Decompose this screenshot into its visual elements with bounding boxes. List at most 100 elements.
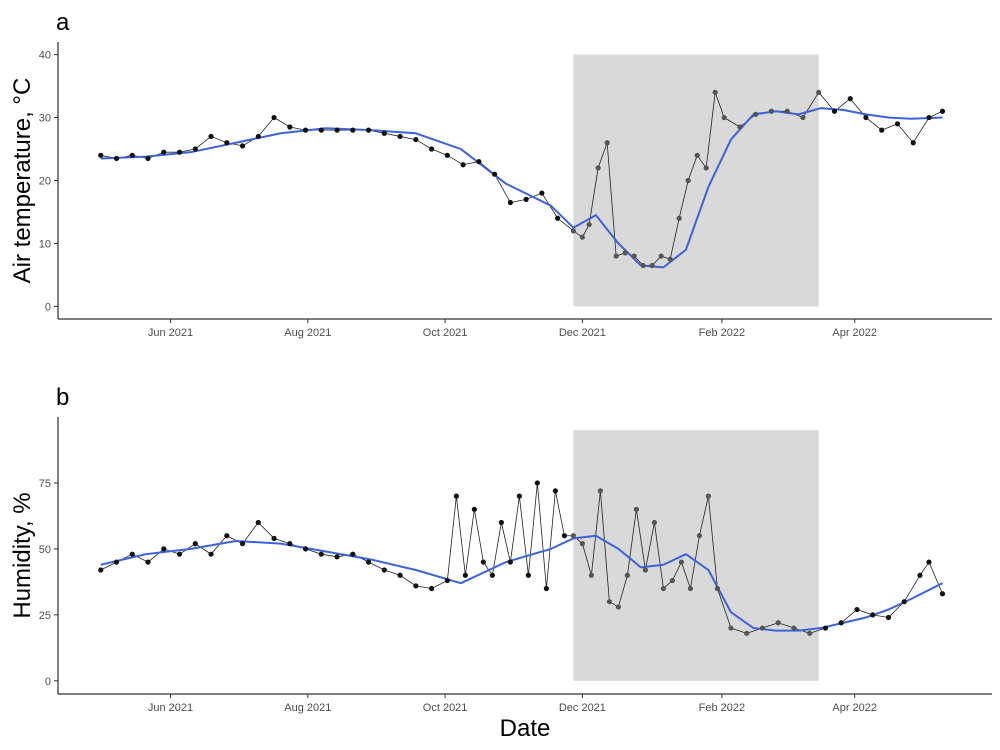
observed-point: [555, 215, 561, 221]
observed-point: [615, 604, 622, 610]
series-layer: [98, 89, 946, 269]
observed-point: [753, 111, 759, 117]
observed-point: [879, 127, 885, 133]
observed-point: [561, 533, 567, 539]
x-tick-label: Oct 2021: [423, 327, 468, 339]
y-tick-label: 0: [45, 676, 51, 688]
x-tick-label: Jun 2021: [148, 702, 193, 714]
observed-point: [429, 146, 435, 152]
observed-point: [350, 127, 356, 133]
observed-point: [453, 493, 459, 499]
observed-point: [525, 572, 531, 578]
observed-point: [768, 108, 775, 114]
observed-point: [678, 559, 685, 565]
observed-point: [98, 152, 104, 158]
observed-point: [492, 171, 498, 177]
y-tick-label: 30: [39, 113, 51, 125]
observed-point: [534, 480, 540, 486]
observed-point: [271, 114, 277, 121]
y-tick-label: 0: [45, 301, 51, 313]
y-tick-label: 40: [39, 50, 51, 62]
observed-point: [570, 533, 576, 539]
x-tick-label: Dec 2021: [559, 327, 606, 339]
observed-point: [712, 89, 718, 95]
observed-point: [208, 551, 214, 557]
observed-point: [744, 630, 750, 636]
observed-point: [838, 620, 844, 626]
observed-point: [651, 519, 658, 526]
observed-point: [854, 606, 860, 613]
observed-point: [667, 256, 673, 262]
observed-point: [552, 488, 558, 494]
observed-point: [255, 133, 261, 140]
observed-point: [910, 140, 916, 146]
observed-point: [901, 599, 907, 605]
observed-point: [98, 567, 104, 573]
series-layer: [98, 480, 946, 636]
observed-point: [721, 114, 727, 121]
y-tick-label: 75: [39, 478, 51, 490]
observed-point: [516, 493, 522, 499]
observed-point: [224, 140, 230, 146]
observed-point: [633, 506, 640, 512]
observed-point: [318, 127, 324, 133]
observed-point: [318, 551, 324, 557]
observed-point: [397, 133, 403, 140]
observed-point: [271, 535, 277, 541]
observed-point: [161, 546, 167, 552]
observed-point: [579, 541, 585, 547]
observed-point: [694, 152, 700, 158]
observed-series-line: [100, 91, 943, 266]
observed-point: [624, 572, 631, 578]
y-tick-label: 25: [39, 610, 51, 622]
observed-point: [471, 506, 477, 512]
observed-point: [208, 133, 214, 140]
y-axis-title: Air temperature, °C: [9, 78, 36, 284]
observed-point: [302, 127, 309, 133]
observed-point: [926, 114, 932, 121]
observed-point: [640, 262, 646, 269]
panel-label: b: [56, 384, 69, 411]
observed-point: [685, 177, 691, 184]
observed-point: [658, 253, 664, 259]
observed-point: [302, 546, 309, 552]
observed-point: [460, 162, 466, 168]
axis-layer: 0 10 20 30 40 Jun 2021 Aug 2021 Oct 2021 Dec 202…: [39, 42, 992, 339]
observed-point: [365, 127, 372, 133]
observed-point: [224, 533, 230, 539]
observed-point: [714, 585, 721, 592]
x-axis-title: Date: [500, 715, 551, 742]
observed-point: [606, 599, 612, 605]
x-tick-label: Aug 2021: [284, 327, 331, 339]
observed-point: [192, 146, 198, 152]
observed-point: [381, 130, 387, 136]
observed-point: [737, 124, 743, 130]
panel-b: b Humidity, % Date 0 25 50 75 Jun 2021 Aug 20…: [9, 384, 992, 742]
observed-point: [807, 630, 813, 636]
observed-point: [498, 519, 504, 526]
observed-point: [334, 127, 340, 133]
observed-point: [622, 250, 628, 256]
observed-point: [784, 108, 790, 114]
observed-point: [885, 614, 892, 621]
observed-point: [287, 124, 293, 130]
observed-point: [669, 577, 676, 584]
x-tick-label: Dec 2021: [559, 702, 606, 714]
observed-point: [523, 196, 529, 202]
observed-point: [429, 585, 435, 592]
axis-layer: 0 25 50 75 Jun 2021 Aug 2021 Oct 2021 Dec 2021 F…: [39, 417, 992, 714]
observed-point: [791, 625, 797, 631]
observed-point: [507, 559, 513, 565]
observed-point: [676, 215, 682, 221]
observed-point: [588, 572, 594, 578]
observed-point: [570, 228, 576, 234]
observed-point: [176, 551, 183, 557]
observed-point: [613, 253, 619, 259]
observed-point: [775, 620, 781, 626]
observed-point: [161, 149, 167, 155]
x-tick-label: Feb 2022: [699, 702, 745, 714]
observed-point: [113, 559, 120, 565]
observed-point: [595, 165, 601, 171]
x-tick-label: Apr 2022: [832, 702, 877, 714]
observed-point: [539, 190, 545, 196]
